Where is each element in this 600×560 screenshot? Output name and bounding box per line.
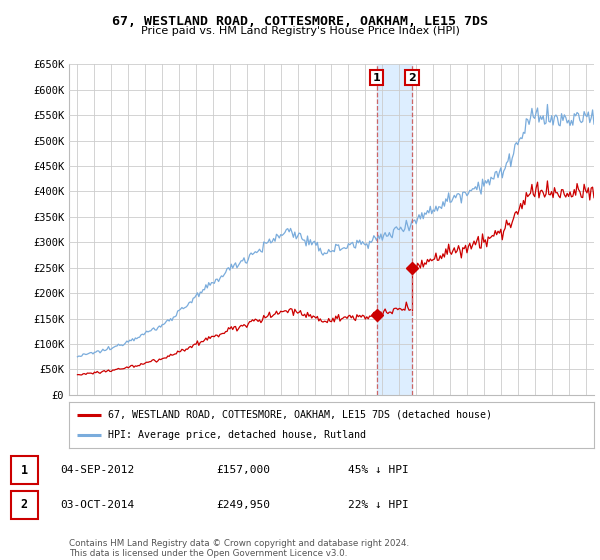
Text: 1: 1: [20, 464, 28, 477]
Text: 1: 1: [373, 73, 380, 83]
Text: 22% ↓ HPI: 22% ↓ HPI: [348, 500, 409, 510]
Text: Price paid vs. HM Land Registry's House Price Index (HPI): Price paid vs. HM Land Registry's House …: [140, 26, 460, 36]
Text: £157,000: £157,000: [216, 465, 270, 475]
Text: 2: 2: [408, 73, 416, 83]
Text: 67, WESTLAND ROAD, COTTESMORE, OAKHAM, LE15 7DS (detached house): 67, WESTLAND ROAD, COTTESMORE, OAKHAM, L…: [109, 410, 493, 420]
Text: 03-OCT-2014: 03-OCT-2014: [60, 500, 134, 510]
Text: HPI: Average price, detached house, Rutland: HPI: Average price, detached house, Rutl…: [109, 430, 367, 440]
Bar: [377, 64, 412, 395]
Text: Contains HM Land Registry data © Crown copyright and database right 2024.
This d: Contains HM Land Registry data © Crown c…: [69, 539, 409, 558]
Text: 04-SEP-2012: 04-SEP-2012: [60, 465, 134, 475]
Text: 67, WESTLAND ROAD, COTTESMORE, OAKHAM, LE15 7DS: 67, WESTLAND ROAD, COTTESMORE, OAKHAM, L…: [112, 15, 488, 28]
Text: 2: 2: [20, 498, 28, 511]
FancyBboxPatch shape: [11, 491, 38, 519]
FancyBboxPatch shape: [11, 456, 38, 484]
Text: 45% ↓ HPI: 45% ↓ HPI: [348, 465, 409, 475]
Text: £249,950: £249,950: [216, 500, 270, 510]
